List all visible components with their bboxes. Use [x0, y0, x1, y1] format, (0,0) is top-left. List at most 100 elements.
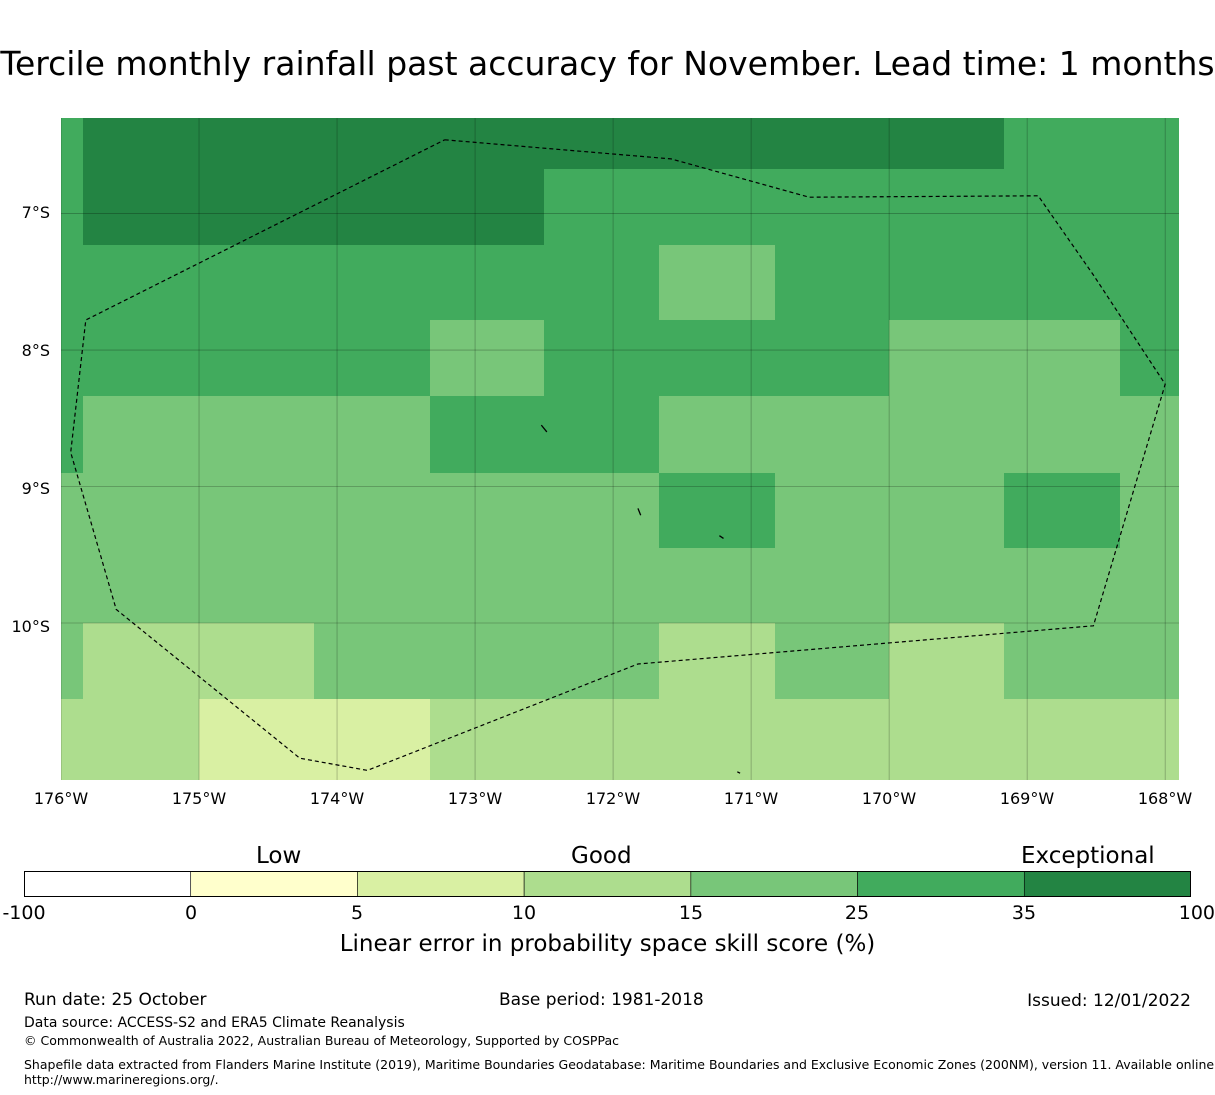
grid-cell — [775, 623, 889, 699]
grid-cell — [659, 320, 775, 396]
grid-cell — [775, 473, 889, 548]
grid-cell — [430, 169, 544, 245]
colorbar-tick: 0 — [184, 902, 198, 924]
grid-cell — [83, 245, 199, 320]
run-date: Run date: 25 October — [24, 990, 207, 1010]
grid-cell — [659, 118, 775, 169]
grid-cell — [61, 118, 83, 169]
grid-cell — [83, 548, 199, 623]
colorbar-tick: 5 — [350, 902, 364, 924]
lon-label-175w: 175°W — [171, 789, 227, 808]
grid-cell — [314, 118, 430, 169]
grid-cell — [199, 548, 314, 623]
lon-label-172w: 172°W — [585, 789, 641, 808]
colorbar-bin — [190, 871, 358, 897]
grid-cell — [1004, 548, 1120, 623]
grid-cell — [889, 473, 1004, 548]
grid-cell — [544, 623, 659, 699]
grid-cell — [659, 396, 775, 473]
grid-cell — [889, 245, 1004, 320]
grid-cell — [1120, 320, 1179, 396]
colorbar-tick: 35 — [1011, 902, 1037, 924]
grid-cell — [775, 118, 889, 169]
grid-cell — [314, 473, 430, 548]
grid-cell — [775, 548, 889, 623]
lat-label-9s: 9°S — [21, 479, 50, 498]
grid-cell — [1120, 118, 1179, 169]
grid-cell — [83, 118, 199, 169]
grid-cell — [659, 623, 775, 699]
grid-cell — [544, 396, 659, 473]
colorbar-bin — [357, 871, 525, 897]
grid-cell — [83, 623, 199, 699]
grid-cell — [1004, 699, 1120, 780]
base-period: Base period: 1981-2018 — [499, 990, 704, 1010]
grid-cell — [1004, 169, 1120, 245]
lon-label-170w: 170°W — [861, 789, 917, 808]
colorbar — [24, 871, 1191, 897]
grid-cell — [314, 320, 430, 396]
island — [737, 771, 741, 774]
colorbar-tick: -100 — [2, 902, 46, 924]
eez-boundary — [70, 139, 1166, 772]
grid-cell — [199, 169, 314, 245]
grid-cell — [544, 699, 659, 780]
grid-cell — [314, 548, 430, 623]
colorbar-bin — [857, 871, 1025, 897]
colorbar-bin — [1023, 871, 1191, 897]
grid-cell — [314, 623, 430, 699]
colorbar-tick: 100 — [1178, 902, 1215, 924]
grid-cell — [775, 396, 889, 473]
lon-label-168w: 168°W — [1137, 789, 1193, 808]
grid-cell — [544, 320, 659, 396]
grid-cell — [1004, 245, 1120, 320]
grid-cell — [199, 118, 314, 169]
lat-label-10s: 10°S — [11, 617, 50, 636]
grid-cell — [61, 396, 83, 473]
grid-cell — [430, 396, 544, 473]
colorbar-category-low: Low — [256, 843, 302, 869]
grid-cell — [430, 473, 544, 548]
grid-cell — [889, 548, 1004, 623]
grid-cell — [1120, 245, 1179, 320]
grid-cell — [1004, 396, 1120, 473]
data-source: Data source: ACCESS-S2 and ERA5 Climate … — [24, 1015, 405, 1031]
grid-cell — [544, 548, 659, 623]
grid-cell — [889, 169, 1004, 245]
island — [540, 424, 548, 433]
grid-cell — [1120, 623, 1179, 699]
lon-label-176w: 176°W — [33, 789, 89, 808]
grid-cell — [83, 699, 199, 780]
grid-cell — [430, 699, 544, 780]
lat-label-7s: 7°S — [21, 203, 50, 222]
lon-label-173w: 173°W — [447, 789, 503, 808]
grid-cell — [61, 699, 83, 780]
grid-cell — [83, 320, 199, 396]
colorbar-category-exceptional: Exceptional — [1021, 843, 1155, 869]
grid-cell — [314, 699, 430, 780]
grid-cell — [544, 245, 659, 320]
skill-score-map — [61, 118, 1179, 780]
grid-cell — [61, 548, 83, 623]
graticule — [61, 118, 1179, 780]
grid-cell — [430, 245, 544, 320]
colorbar-bin — [523, 871, 692, 897]
shapefile-credit-line-1: Shapefile data extracted from Flanders M… — [24, 1057, 1215, 1072]
grid-cell — [1120, 548, 1179, 623]
grid-cell — [83, 169, 199, 245]
grid-cell — [544, 473, 659, 548]
lon-label-174w: 174°W — [309, 789, 365, 808]
island — [637, 508, 642, 516]
grid-cell — [1120, 473, 1179, 548]
copyright: © Commonwealth of Australia 2022, Austra… — [24, 1033, 619, 1048]
lat-label-8s: 8°S — [21, 341, 50, 360]
grid-cell — [659, 473, 775, 548]
grid-cell — [314, 396, 430, 473]
grid-cell — [61, 320, 83, 396]
grid-cell — [61, 245, 83, 320]
grid-cell — [430, 623, 544, 699]
grid-cell — [199, 623, 314, 699]
issued-date: Issued: 12/01/2022 — [1027, 991, 1191, 1011]
colorbar-tick: 15 — [678, 902, 704, 924]
grid-cell — [430, 548, 544, 623]
